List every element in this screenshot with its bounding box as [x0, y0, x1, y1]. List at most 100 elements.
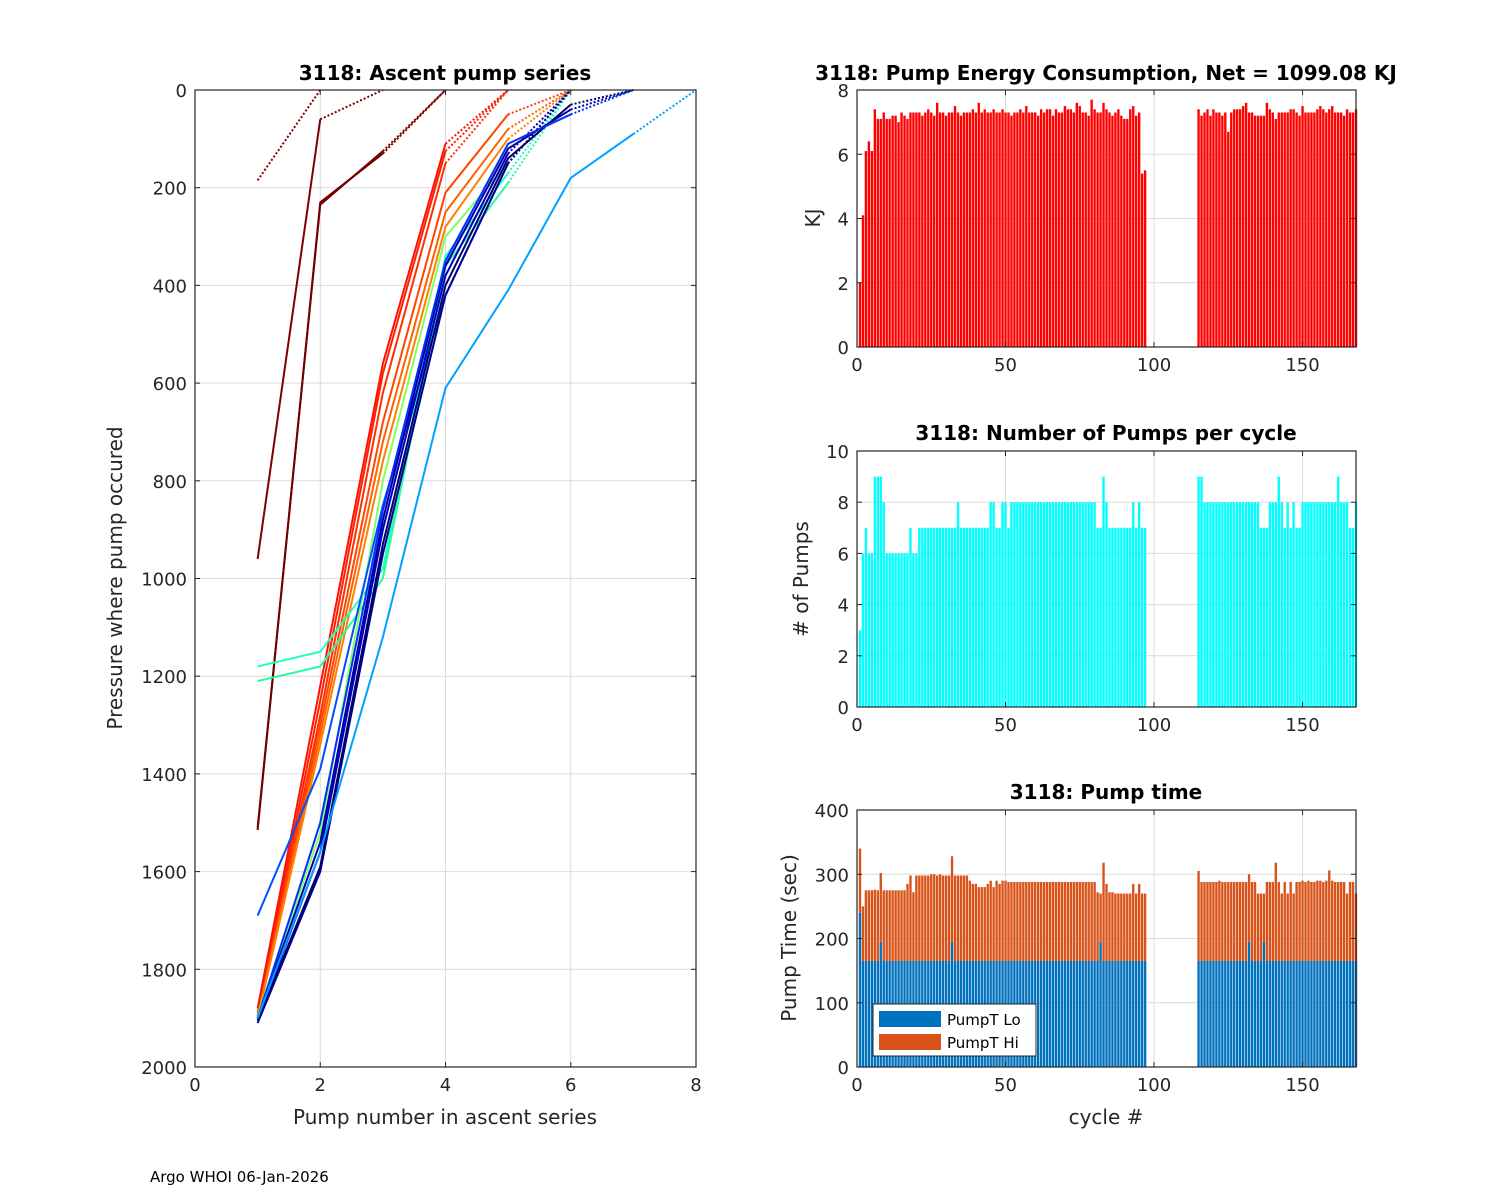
bar — [879, 476, 882, 707]
y-tick-label: 8 — [838, 81, 849, 102]
bar — [1334, 502, 1337, 707]
bar-pumpt-lo — [1078, 960, 1081, 1067]
bar-pumpt-lo — [1099, 941, 1102, 1067]
bar-pumpt-lo — [1289, 960, 1292, 1067]
ascent-surface-segment — [382, 89, 447, 152]
y-tick-label: 10 — [826, 442, 849, 463]
bar-pumpt-hi — [1253, 881, 1257, 961]
y-tick-label: 4 — [838, 210, 849, 231]
x-tick-label: 50 — [994, 715, 1017, 736]
bar — [1224, 502, 1227, 707]
bar — [1129, 527, 1132, 707]
bar — [906, 553, 909, 707]
bar-pumpt-lo — [1339, 960, 1343, 1067]
bar — [1063, 502, 1067, 707]
ascent-surface-segment — [444, 89, 509, 164]
bar — [1289, 109, 1292, 348]
bar-pumpt-hi — [915, 875, 918, 961]
bar — [974, 527, 977, 707]
bar — [1066, 502, 1070, 707]
bar — [1105, 502, 1108, 707]
bar — [1259, 527, 1263, 707]
bar-pumpt-hi — [906, 883, 909, 961]
bar — [1230, 112, 1233, 347]
bar — [1233, 109, 1236, 348]
bar-pumpt-hi — [1328, 870, 1331, 961]
bar — [1238, 502, 1242, 707]
bar — [1322, 109, 1325, 348]
ascent-series-line — [256, 163, 447, 1016]
bar — [930, 527, 933, 707]
ascent-series-line — [257, 182, 509, 683]
bar-pumpt-hi — [1203, 881, 1206, 961]
bar — [927, 109, 930, 348]
bar — [1331, 502, 1334, 707]
bar — [1339, 112, 1343, 347]
bar-pumpt-hi — [941, 875, 945, 961]
bar — [977, 527, 980, 707]
bar — [876, 476, 879, 707]
bar — [950, 527, 954, 707]
bar — [965, 527, 969, 707]
bar-pumpt-lo — [1045, 960, 1049, 1067]
pumptime-ylabel: Pump Time (sec) — [777, 854, 801, 1022]
bar-pumpt-hi — [950, 856, 954, 942]
bar-pumpt-lo — [1277, 960, 1280, 1067]
bar-pumpt-hi — [944, 875, 948, 961]
bar-pumpt-hi — [974, 883, 977, 961]
ascent-series-line — [256, 143, 447, 1009]
ascent-chart: 0 2 4 6 8 0 200 400 600 800 1000 1200 1400 1600 1800 20… — [103, 61, 702, 1129]
bar — [1028, 112, 1031, 347]
bar-pumpt-hi — [1117, 893, 1120, 961]
bar-pumpt-lo — [1051, 960, 1055, 1067]
bar-pumpt-hi — [1313, 881, 1316, 961]
bar — [933, 115, 936, 347]
bar — [1108, 112, 1111, 347]
x-tick-label: 150 — [1285, 1075, 1319, 1096]
bar-pumpt-hi — [968, 880, 972, 961]
bar-pumpt-hi — [986, 883, 989, 961]
bar — [1244, 502, 1248, 707]
bar — [1048, 109, 1052, 348]
bar-pumpt-lo — [1048, 960, 1052, 1067]
bar — [1328, 109, 1331, 348]
bar — [1102, 476, 1105, 707]
ascent-series-line — [256, 152, 384, 831]
bar — [1307, 112, 1310, 347]
pumps-bars — [858, 476, 1358, 707]
bar — [1090, 99, 1093, 347]
bar — [1238, 109, 1242, 348]
bar — [1120, 115, 1123, 347]
bar — [1016, 502, 1019, 707]
bar-pumpt-lo — [1129, 960, 1132, 1067]
bar — [1280, 502, 1283, 707]
bar-pumpt-lo — [1215, 960, 1218, 1067]
bar — [1051, 502, 1055, 707]
bar — [956, 112, 960, 347]
bar — [870, 151, 874, 347]
bar-pumpt-lo — [1057, 960, 1061, 1067]
bar — [1126, 118, 1129, 347]
y-tick-label: 800 — [153, 472, 187, 493]
bar — [938, 112, 942, 347]
bar — [1351, 527, 1355, 707]
bar-pumpt-lo — [1322, 960, 1325, 1067]
bar — [1348, 527, 1352, 707]
bar-pumpt-lo — [1230, 960, 1233, 1067]
bar-pumpt-hi — [1215, 881, 1218, 961]
x-tick-label: 0 — [851, 1075, 862, 1096]
bar — [927, 527, 930, 707]
bar-pumpt-hi — [1105, 883, 1108, 961]
y-tick-label: 6 — [838, 145, 849, 166]
bar — [903, 553, 906, 707]
bar — [1140, 173, 1144, 347]
bar — [873, 476, 877, 707]
bar-pumpt-lo — [1304, 960, 1307, 1067]
legend-label-hi: PumpT Hi — [947, 1034, 1019, 1052]
bar-pumpt-hi — [1331, 880, 1334, 961]
bar-pumpt-hi — [918, 875, 921, 961]
bar-pumpt-hi — [1218, 880, 1221, 961]
bar — [1084, 112, 1087, 347]
bar — [983, 527, 986, 707]
pumps-chart: 0 50 100 150 0 2 4 6 8 10 3118: Number of Pumps p… — [789, 421, 1358, 736]
